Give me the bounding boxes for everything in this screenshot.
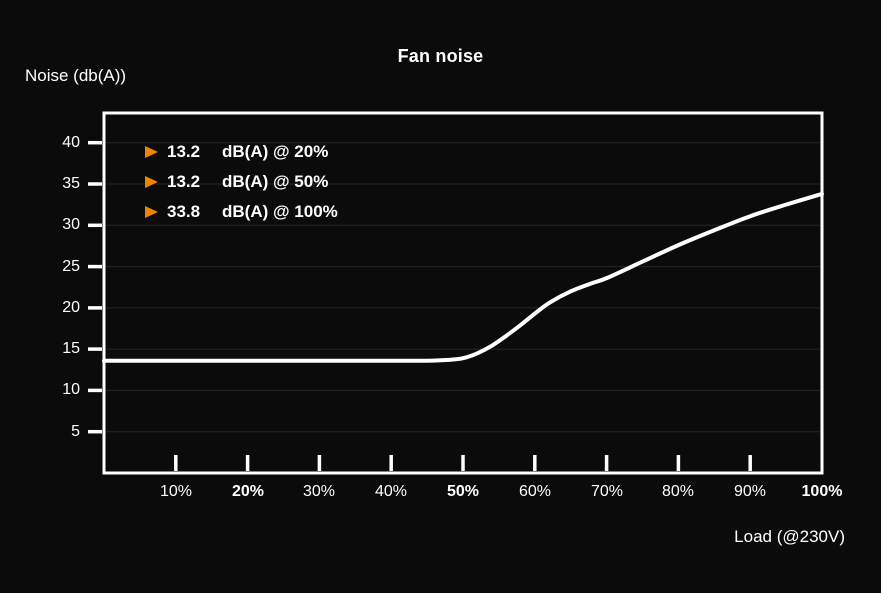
plot-border [102, 111, 824, 475]
triangle-marker-icon [145, 146, 158, 158]
legend-value: 13.2 [167, 142, 201, 161]
noise-curve [102, 191, 824, 363]
legend: 13.2 dB(A) @ 20% 13.2 dB(A) @ 50% 33.8 d… [145, 137, 338, 227]
x-tick-label-70: 70% [590, 483, 624, 500]
legend-value: 13.2 [167, 172, 201, 191]
y-axis-title: Noise (db(A)) [25, 66, 127, 85]
x-tick-label-10: 10% [159, 483, 193, 500]
legend-label: dB(A) @ 100% [222, 202, 338, 221]
x-tick-label-40: 40% [374, 483, 408, 500]
x-tick-label-30: 30% [302, 483, 336, 500]
x-tick-label-90: 90% [733, 483, 767, 500]
x-tick-label-80: 80% [661, 483, 695, 500]
legend-item-50: 13.2 dB(A) @ 50% [145, 167, 338, 197]
legend-value: 33.8 [167, 202, 201, 221]
y-tick-label-35: 35 [62, 175, 80, 192]
y-tick-label-10: 10 [62, 381, 80, 398]
legend-label: dB(A) @ 50% [222, 172, 329, 191]
y-tick-label-20: 20 [62, 299, 80, 316]
chart-title: Fan noise [397, 46, 484, 66]
y-tick-label-40: 40 [62, 134, 80, 151]
y-tick-label-30: 30 [62, 216, 80, 233]
y-tick-label-5: 5 [71, 423, 80, 440]
y-tick-label-15: 15 [62, 340, 80, 357]
legend-item-20: 13.2 dB(A) @ 20% [145, 137, 338, 167]
x-tick-label-20: 20% [231, 483, 265, 500]
y-tick-label-25: 25 [62, 258, 80, 275]
x-tick-label-60: 60% [518, 483, 552, 500]
triangle-marker-icon [145, 176, 158, 188]
x-tick-label-50: 50% [446, 483, 480, 500]
legend-item-100: 33.8 dB(A) @ 100% [145, 197, 338, 227]
legend-label: dB(A) @ 20% [222, 142, 329, 161]
triangle-marker-icon [145, 206, 158, 218]
x-tick-label-100: 100% [801, 483, 843, 500]
x-axis-title: Load (@230V) [734, 527, 845, 546]
